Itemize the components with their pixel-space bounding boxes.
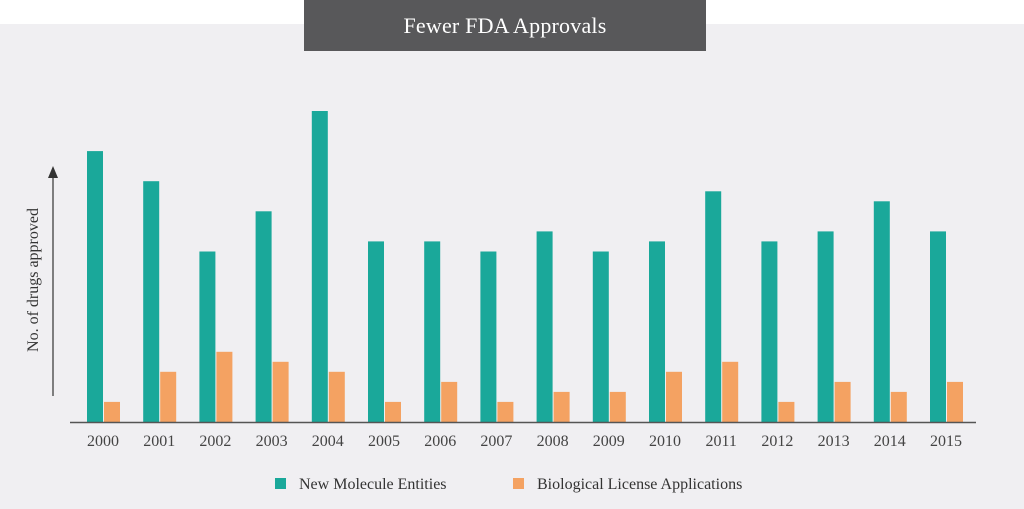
x-tick-label-2011: 2011 bbox=[705, 433, 736, 450]
bar-nme-2015 bbox=[930, 231, 946, 422]
bar-bla-2013 bbox=[834, 381, 851, 422]
x-tick-label-2003: 2003 bbox=[256, 433, 288, 450]
bar-nme-2004 bbox=[311, 111, 328, 422]
bar-bla-2007 bbox=[497, 401, 514, 422]
bars-group bbox=[87, 111, 963, 422]
bar-nme-2007 bbox=[480, 251, 497, 422]
bar-bla-2009 bbox=[609, 391, 626, 422]
bar-nme-2013 bbox=[817, 231, 834, 422]
x-tick-label-2006: 2006 bbox=[424, 433, 456, 450]
x-tick-label-2008: 2008 bbox=[537, 433, 569, 450]
bar-nme-2001 bbox=[143, 181, 160, 422]
x-tick-label-2012: 2012 bbox=[761, 433, 793, 450]
bar-bla-2011 bbox=[722, 361, 739, 422]
x-tick-label-2001: 2001 bbox=[143, 433, 175, 450]
legend: New Molecule Entities Biological License… bbox=[275, 476, 742, 493]
bar-nme-2010 bbox=[649, 241, 665, 422]
bar-bla-2005 bbox=[385, 401, 401, 422]
x-tick-label-2000: 2000 bbox=[87, 433, 119, 450]
bar-nme-2008 bbox=[536, 231, 553, 422]
bar-nme-2002 bbox=[199, 251, 216, 422]
bar-bla-2006 bbox=[441, 381, 458, 422]
x-tick-label-2004: 2004 bbox=[312, 433, 344, 450]
bar-nme-2005 bbox=[368, 241, 384, 422]
x-tick-label-2015: 2015 bbox=[930, 433, 962, 450]
x-tick-label-2002: 2002 bbox=[199, 433, 231, 450]
bar-nme-2006 bbox=[424, 241, 441, 422]
bar-nme-2003 bbox=[255, 211, 272, 422]
bar-bla-2015 bbox=[947, 381, 963, 422]
chart-title: Fewer FDA Approvals bbox=[304, 0, 706, 51]
legend-label-nme: New Molecule Entities bbox=[299, 476, 447, 493]
x-tick-label-2013: 2013 bbox=[818, 433, 850, 450]
bar-nme-2000 bbox=[87, 151, 103, 422]
bar-nme-2009 bbox=[592, 251, 609, 422]
bar-bla-2004 bbox=[328, 371, 345, 422]
bar-nme-2012 bbox=[761, 241, 778, 422]
y-axis-label: No. of drugs approved bbox=[25, 208, 42, 352]
y-axis-arrow bbox=[48, 166, 58, 396]
bar-bla-2012 bbox=[778, 401, 795, 422]
x-tick-label-2007: 2007 bbox=[480, 433, 512, 450]
x-tick-label-2005: 2005 bbox=[368, 433, 400, 450]
bar-bla-2003 bbox=[272, 361, 289, 422]
legend-label-bla: Biological License Applications bbox=[537, 476, 742, 493]
x-tick-labels: 2000 2001 2002 2003 2004 2005 2006 2007 2008 2009… bbox=[87, 433, 962, 450]
bar-bla-2014 bbox=[890, 391, 907, 422]
legend-swatch-bla bbox=[513, 478, 524, 489]
bar-nme-2011 bbox=[705, 191, 722, 422]
bar-bla-2008 bbox=[553, 391, 570, 422]
x-tick-label-2014: 2014 bbox=[874, 433, 906, 450]
legend-swatch-nme bbox=[275, 478, 286, 489]
bar-bla-2002 bbox=[216, 351, 233, 422]
chart-panel bbox=[0, 24, 1024, 509]
x-tick-label-2009: 2009 bbox=[593, 433, 625, 450]
bar-bla-2001 bbox=[160, 371, 177, 422]
bar-bla-2010 bbox=[666, 371, 682, 422]
bar-bla-2000 bbox=[104, 401, 120, 422]
bar-nme-2014 bbox=[873, 201, 890, 422]
x-tick-label-2010: 2010 bbox=[649, 433, 681, 450]
